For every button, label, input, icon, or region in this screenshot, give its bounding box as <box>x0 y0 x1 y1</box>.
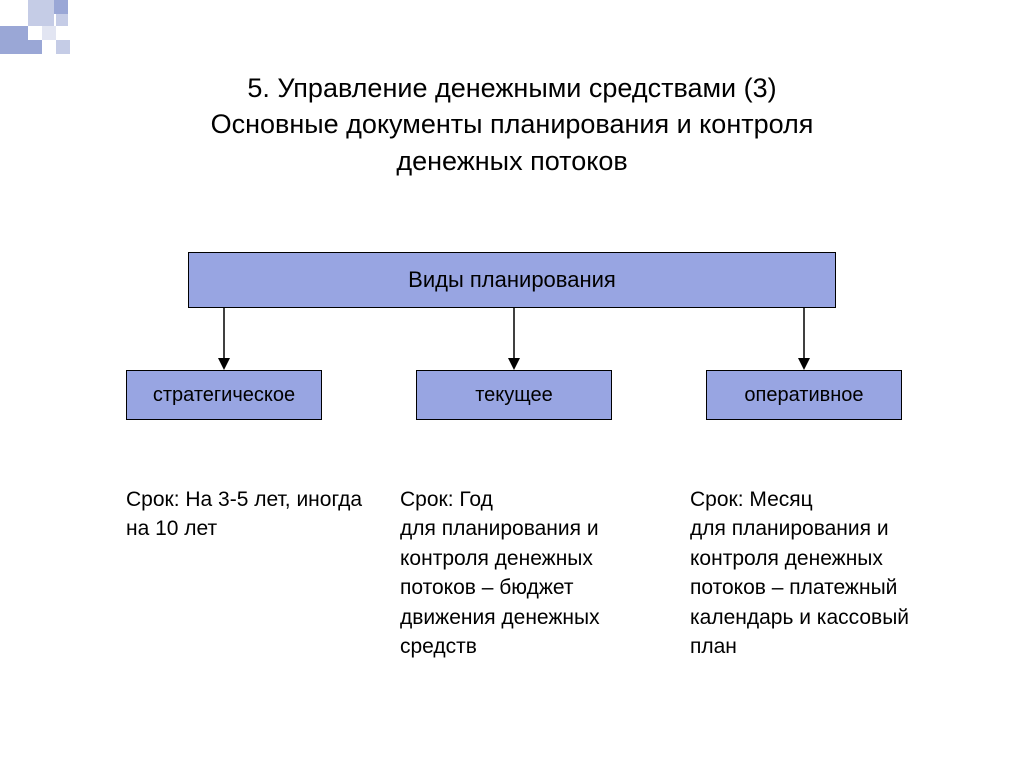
title-line: Основные документы планирования и контро… <box>0 106 1024 142</box>
root-label: Виды планирования <box>408 267 616 293</box>
title-line: денежных потоков <box>0 143 1024 179</box>
deco-square <box>28 0 54 26</box>
deco-square <box>54 0 68 14</box>
child-box-operative: оперативное <box>706 370 902 420</box>
child-box-current: текущее <box>416 370 612 420</box>
title-line: 5. Управление денежными средствами (3) <box>0 70 1024 106</box>
deco-square <box>0 26 28 54</box>
child-box-strategic: стратегическое <box>126 370 322 420</box>
deco-square <box>42 26 56 40</box>
child-label: текущее <box>475 384 553 407</box>
corner-decoration <box>0 0 120 60</box>
slide-title: 5. Управление денежными средствами (3) О… <box>0 70 1024 179</box>
deco-square <box>56 14 68 26</box>
slide: 5. Управление денежными средствами (3) О… <box>0 0 1024 768</box>
desc-strategic: Срок: На 3-5 лет, иногда на 10 лет <box>126 485 366 544</box>
child-label: стратегическое <box>153 384 295 407</box>
root-box: Виды планирования <box>188 252 836 308</box>
child-label: оперативное <box>744 384 863 407</box>
desc-current: Срок: Годдля планирования и контроля ден… <box>400 485 640 661</box>
deco-square <box>28 40 42 54</box>
deco-square <box>56 40 70 54</box>
desc-operative: Срок: Месяцдля планирования и контроля д… <box>690 485 930 661</box>
